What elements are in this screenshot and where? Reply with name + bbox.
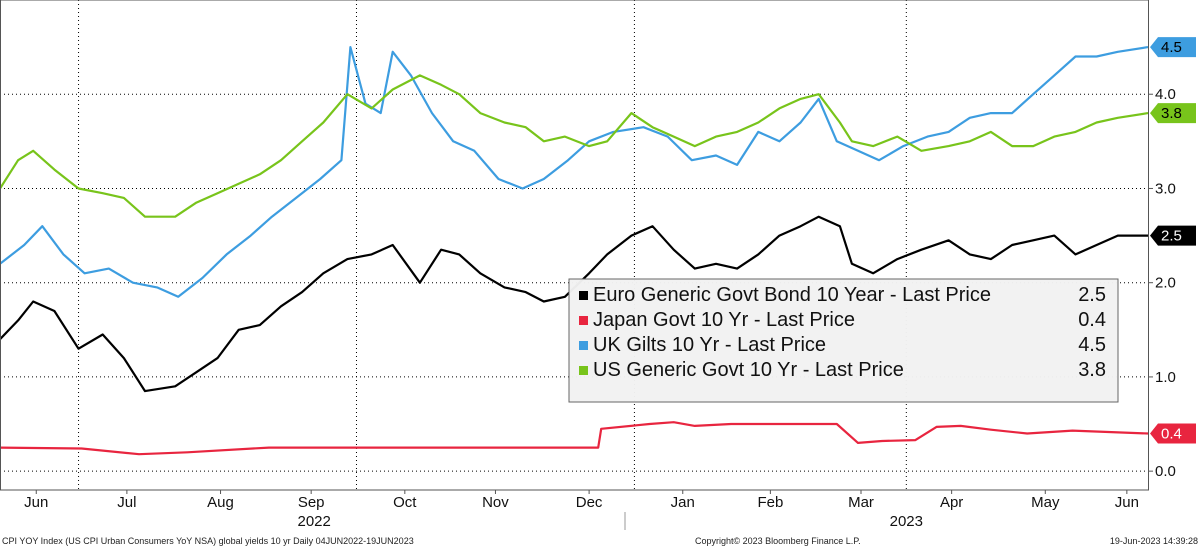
footer-copyright-text: Copyright© 2023 Bloomberg Finance L.P. [695,536,861,546]
legend-series-name: UK Gilts 10 Yr - Last Price [593,334,826,356]
x-tick-label: Sep [298,494,325,511]
last-price-badge-3: 3.8 [1150,103,1196,124]
y-axis: 0.0 1.0 2.0 3.0 4.0 [1148,86,1176,480]
legend-series-name: Japan Govt 10 Yr - Last Price [593,309,855,331]
badge-shape [1150,103,1196,124]
y-tick-label: 3.0 [1155,180,1176,197]
x-axis: Jun Jul Aug Sep Oct Nov Dec Jan Feb Mar Apr May Jun 2… [24,490,1139,530]
x-tick-label: May [1031,494,1060,511]
last-price-badge-0: 2.5 [1150,225,1196,246]
legend-swatch [579,291,588,300]
plot-border [0,0,1149,491]
badge-value: 0.4 [1161,425,1182,442]
legend-item-0: Euro Generic Govt Bond 10 Year - Last Pr… [579,284,1106,306]
y-tick-label: 1.0 [1155,369,1176,386]
x-tick-label: Jun [24,494,48,511]
x-tick-label: Jul [117,494,136,511]
legend-series-value: 3.8 [1078,359,1106,381]
series-line-3 [0,74,1149,218]
legend-swatch [579,366,588,375]
x-tick-label: Feb [757,494,783,511]
badge-value: 3.8 [1161,105,1182,122]
legend-item-2: UK Gilts 10 Yr - Last Price 4.5 [579,334,1106,356]
x-year-label: 2023 [890,513,923,530]
plot-area [0,0,1148,490]
badge-value: 4.5 [1161,39,1182,56]
y-tick-label: 4.0 [1155,86,1176,103]
series-line-1 [0,421,1149,456]
legend-series-value: 0.4 [1078,309,1106,331]
x-tick-label: Apr [940,494,963,511]
legend-series-value: 4.5 [1078,334,1106,356]
footer-timestamp-text: 19-Jun-2023 14:39:28 [1110,536,1198,546]
badge-shape [1150,225,1196,246]
legend-item-1: Japan Govt 10 Yr - Last Price 0.4 [579,309,1106,331]
y-tick-label: 2.0 [1155,275,1176,292]
legend-box [568,278,1119,403]
x-year-label: 2022 [298,513,331,530]
x-tick-label: Aug [207,494,234,511]
legend-swatch [579,316,588,325]
legend-series-value: 2.5 [1078,284,1106,306]
legend: Euro Generic Govt Bond 10 Year - Last Pr… [568,278,1119,403]
footer-left-text: CPI YOY Index (US CPI Urban Consumers Yo… [2,536,414,546]
x-tick-label: Jun [1115,494,1139,511]
x-tick-label: Mar [848,494,874,511]
last-price-badge-2: 4.5 [1150,37,1196,58]
legend-swatch [579,341,588,350]
x-tick-label: Nov [482,494,509,511]
legend-series-name: US Generic Govt 10 Yr - Last Price [593,359,904,381]
series-lines [0,45,1149,456]
x-tick-label: Dec [576,494,603,511]
x-tick-label: Jan [671,494,695,511]
series-line-2 [0,45,1149,298]
last-price-badge-1: 0.4 [1150,423,1196,444]
last-price-badges: 2.5 0.4 4.5 3.8 [1150,37,1196,444]
x-tick-label: Oct [393,494,417,511]
badge-value: 2.5 [1161,228,1182,245]
y-tick-label: 0.0 [1155,463,1176,480]
legend-item-3: US Generic Govt 10 Yr - Last Price 3.8 [579,359,1106,381]
badge-shape [1150,423,1196,444]
badge-shape [1150,37,1196,58]
legend-series-name: Euro Generic Govt Bond 10 Year - Last Pr… [593,284,991,306]
